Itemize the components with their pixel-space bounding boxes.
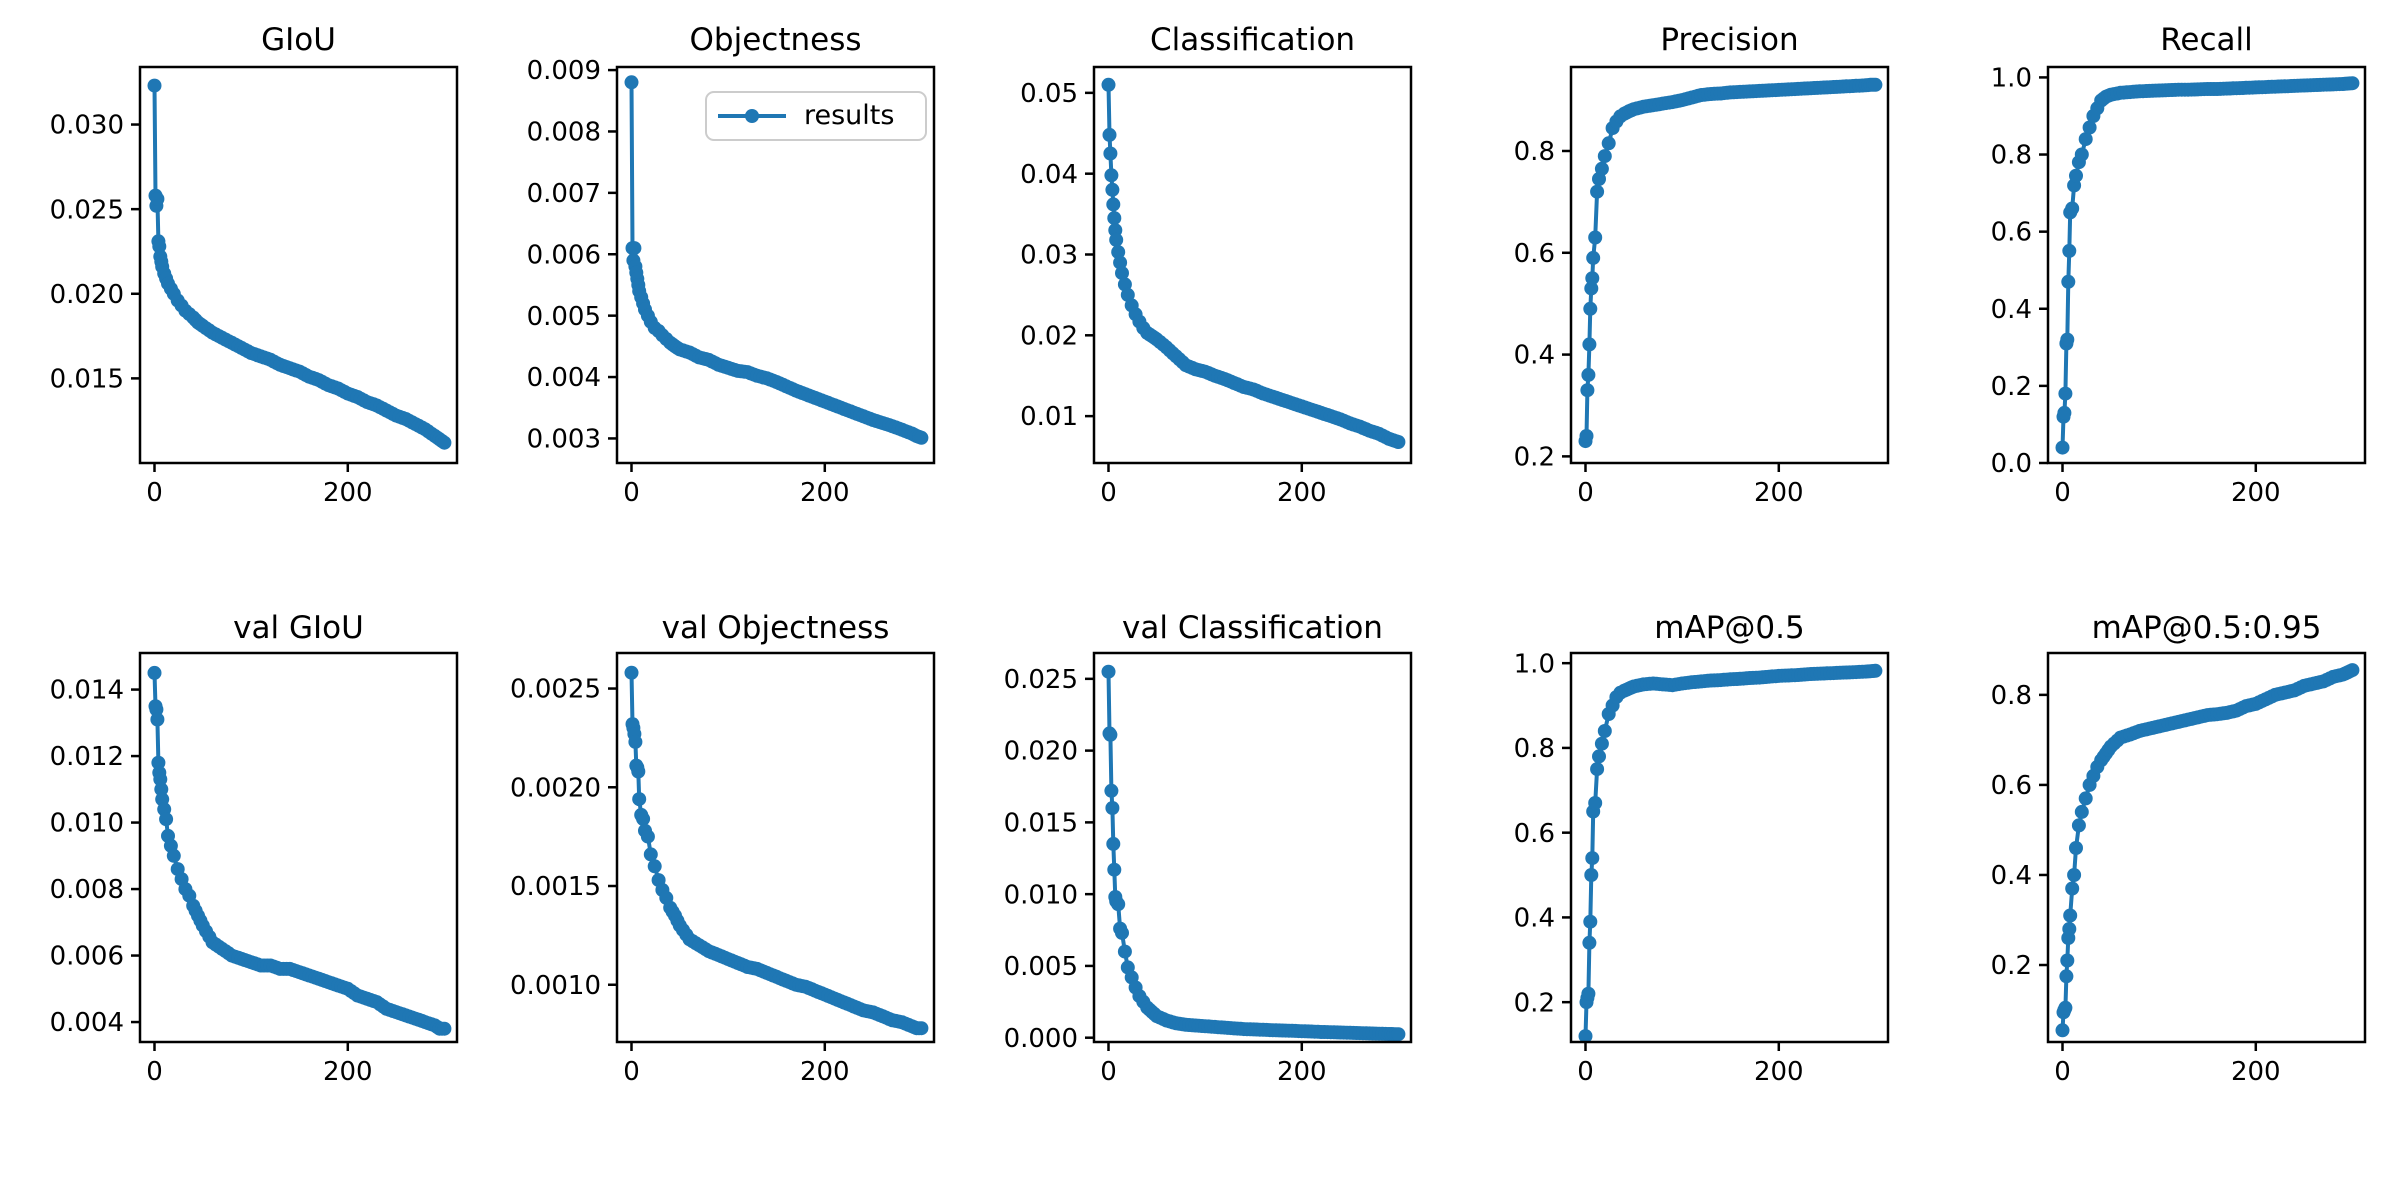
svg-text:0.0: 0.0 (1991, 449, 2032, 479)
svg-text:0.2: 0.2 (1514, 442, 1555, 472)
svg-text:0: 0 (2054, 478, 2071, 508)
svg-text:0.01: 0.01 (1020, 402, 1078, 432)
subplot-map05: 0.2 0.4 0.6 0.8 1.0 0 200 (1514, 649, 1890, 1087)
svg-text:0: 0 (1100, 478, 1117, 508)
svg-text:0.2: 0.2 (1991, 372, 2032, 402)
svg-text:200: 200 (1754, 1057, 1804, 1087)
svg-text:200: 200 (1754, 478, 1804, 508)
svg-text:0.4: 0.4 (1991, 295, 2032, 325)
svg-text:200: 200 (323, 1057, 373, 1087)
subplot-val-giou: 0.004 0.006 0.008 0.010 0.012 0.014 0 200 (50, 651, 459, 1087)
svg-text:0.8: 0.8 (1514, 734, 1555, 764)
svg-text:0.4: 0.4 (1991, 861, 2032, 891)
svg-text:0.015: 0.015 (1004, 808, 1078, 838)
subplot-title-precision: Precision (1660, 22, 1799, 58)
svg-text:1.0: 1.0 (1991, 64, 2032, 94)
svg-text:0: 0 (623, 478, 640, 508)
svg-text:0.003: 0.003 (527, 425, 601, 455)
subplot-classification: 0.01 0.02 0.03 0.04 0.05 0 200 (1020, 65, 1413, 508)
svg-text:0.030: 0.030 (50, 111, 124, 141)
svg-text:0: 0 (2054, 1057, 2071, 1087)
subplot-title-objectness: Objectness (689, 22, 862, 58)
svg-text:200: 200 (1277, 478, 1327, 508)
svg-text:0.020: 0.020 (1004, 737, 1078, 767)
subplot-recall: 0.0 0.2 0.4 0.6 0.8 1.0 0 200 (1991, 64, 2367, 508)
subplot-title-val-giou: val GIoU (233, 610, 364, 646)
svg-text:0.6: 0.6 (1991, 771, 2032, 801)
svg-text:0.03: 0.03 (1020, 241, 1078, 271)
svg-text:0: 0 (1100, 1057, 1117, 1087)
subplot-title-giou: GIoU (261, 22, 336, 58)
svg-text:0.008: 0.008 (50, 875, 124, 905)
svg-text:0.006: 0.006 (527, 240, 601, 270)
svg-text:1.0: 1.0 (1514, 649, 1555, 679)
svg-text:0.6: 0.6 (1514, 819, 1555, 849)
svg-text:0.2: 0.2 (1514, 988, 1555, 1018)
svg-text:0.010: 0.010 (1004, 880, 1078, 910)
subplot-val-objectness: 0.0010 0.0015 0.0020 0.0025 0 200 (510, 651, 936, 1087)
svg-text:0.8: 0.8 (1991, 141, 2032, 171)
svg-text:0.009: 0.009 (527, 56, 601, 86)
svg-text:200: 200 (1277, 1057, 1327, 1087)
svg-text:0.04: 0.04 (1020, 160, 1078, 190)
subplot-title-val-classification: val Classification (1122, 610, 1383, 646)
subplot-giou: 0.015 0.020 0.025 0.030 0 200 (50, 65, 459, 508)
subplot-title-recall: Recall (2160, 22, 2253, 58)
svg-text:0.005: 0.005 (1004, 952, 1078, 982)
svg-text:0: 0 (146, 478, 163, 508)
svg-text:0.0015: 0.0015 (510, 872, 601, 902)
svg-text:0.000: 0.000 (1004, 1024, 1078, 1054)
svg-text:0.05: 0.05 (1020, 79, 1078, 109)
svg-text:200: 200 (2231, 1057, 2281, 1087)
svg-text:0.6: 0.6 (1991, 218, 2032, 248)
legend-label: results (804, 100, 895, 131)
svg-text:0.007: 0.007 (527, 179, 601, 209)
svg-text:0: 0 (1577, 478, 1594, 508)
subplot-precision: 0.2 0.4 0.6 0.8 0 200 (1514, 65, 1890, 508)
svg-text:0.8: 0.8 (1514, 137, 1555, 167)
svg-text:0.025: 0.025 (1004, 665, 1078, 695)
svg-text:0.0025: 0.0025 (510, 675, 601, 705)
svg-text:0.005: 0.005 (527, 302, 601, 332)
subplot-title-val-objectness: val Objectness (661, 610, 890, 646)
subplot-objectness: 0.003 0.004 0.005 0.006 0.007 0.008 0.009 0 200 (527, 56, 936, 508)
svg-text:200: 200 (800, 1057, 850, 1087)
svg-text:0.004: 0.004 (50, 1008, 124, 1038)
svg-text:0.0020: 0.0020 (510, 773, 601, 803)
subplot-val-classification: 0.000 0.005 0.010 0.015 0.020 0.025 0 200 (1004, 651, 1413, 1087)
subplot-map05-095: 0.2 0.4 0.6 0.8 0 200 (1991, 651, 2367, 1087)
svg-text:0.2: 0.2 (1991, 951, 2032, 981)
svg-text:0.008: 0.008 (527, 118, 601, 148)
svg-text:200: 200 (323, 478, 373, 508)
subplot-title-map05-095: mAP@0.5:0.95 (2091, 610, 2322, 646)
svg-text:0.012: 0.012 (50, 742, 124, 772)
svg-text:0.8: 0.8 (1991, 681, 2032, 711)
svg-text:0: 0 (623, 1057, 640, 1087)
svg-text:0.025: 0.025 (50, 195, 124, 225)
svg-text:0.0010: 0.0010 (510, 971, 601, 1001)
svg-text:0.4: 0.4 (1514, 341, 1555, 371)
svg-text:0.014: 0.014 (50, 676, 124, 706)
svg-text:0: 0 (146, 1057, 163, 1087)
svg-text:0.02: 0.02 (1020, 321, 1078, 351)
svg-text:200: 200 (2231, 478, 2281, 508)
subplot-title-map05: mAP@0.5 (1654, 610, 1805, 646)
svg-text:0.004: 0.004 (527, 363, 601, 393)
subplot-title-classification: Classification (1149, 22, 1356, 58)
svg-text:200: 200 (800, 478, 850, 508)
svg-text:0.010: 0.010 (50, 809, 124, 839)
svg-text:0.4: 0.4 (1514, 904, 1555, 934)
legend-box (705, 91, 927, 141)
svg-text:0.020: 0.020 (50, 280, 124, 310)
svg-text:0: 0 (1577, 1057, 1594, 1087)
svg-text:0.015: 0.015 (50, 364, 124, 394)
svg-text:0.6: 0.6 (1514, 239, 1555, 269)
svg-text:0.006: 0.006 (50, 942, 124, 972)
